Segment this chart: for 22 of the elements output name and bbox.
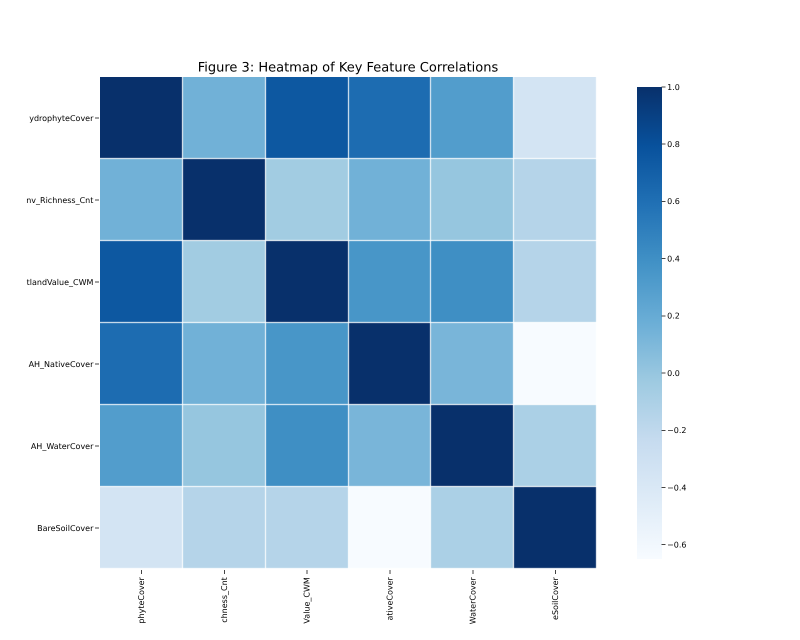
color-bar-label: −0.4 (667, 483, 687, 492)
x-tick-label: chness_Cnt (220, 577, 229, 623)
y-tick-label: tlandValue_CWM (26, 278, 94, 287)
y-tick-label: AH_WaterCover (30, 442, 94, 451)
y-tick-label: BareSoilCover (37, 524, 94, 533)
x-tick-label: Value_CWM (302, 577, 312, 624)
color-bar-label: 0.4 (667, 254, 680, 264)
color-bar-label: 0.2 (667, 312, 680, 321)
color-bar-label: 0.8 (667, 140, 680, 150)
color-bar-label: −0.2 (667, 426, 687, 436)
y-tick-label: ydrophyteCover (29, 114, 94, 123)
chart-title: Figure 3: Heatmap of Key Feature Correlations (198, 60, 498, 76)
color-bar-label: −0.6 (667, 540, 687, 550)
y-tick-label: AH_NativeCover (28, 360, 94, 369)
color-bar-label: 0.0 (667, 368, 680, 378)
x-tick-label: eSoilCover (551, 576, 560, 620)
x-tick-label: ativeCover (386, 576, 395, 621)
x-tick-label: phyteCover (137, 576, 146, 624)
y-tick-label: nv_Richness_Cnt (26, 196, 94, 205)
x-tick-label: WaterCover (468, 576, 478, 624)
color-bar-label: 0.6 (667, 197, 680, 206)
color-bar-label: 1.0 (667, 82, 680, 92)
